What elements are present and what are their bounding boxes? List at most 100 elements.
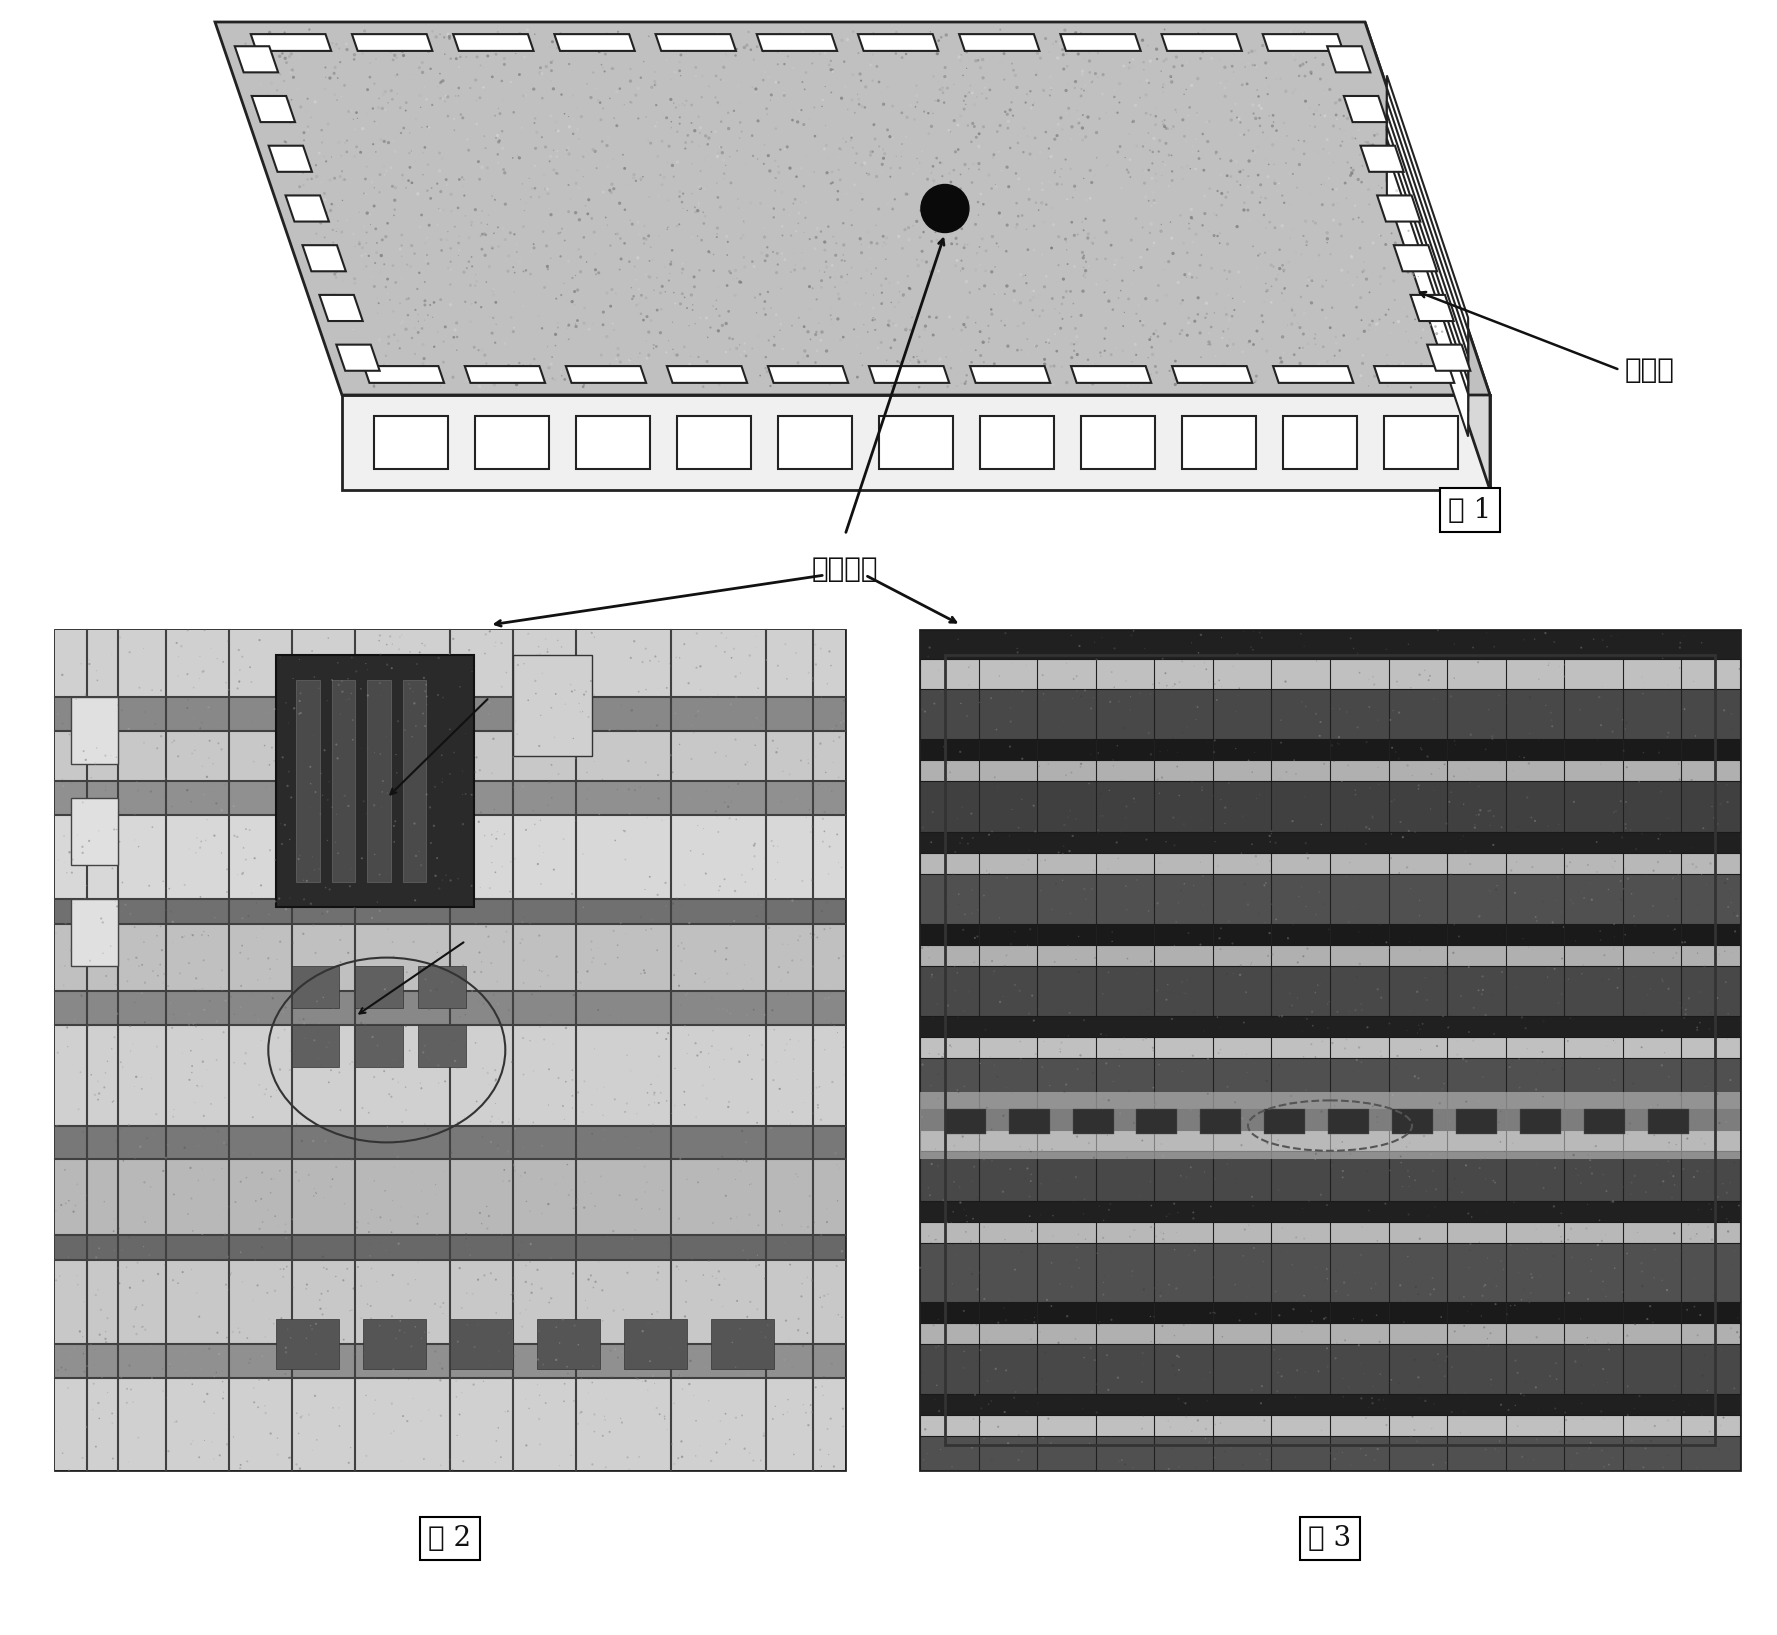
Point (1347, 1308, 1375, 1334)
Point (942, 198, 970, 224)
Point (585, 997, 613, 1024)
Point (1157, 64, 1185, 90)
Point (357, 170, 386, 196)
Point (1393, 1244, 1422, 1270)
Point (1269, 110, 1297, 136)
Point (1036, 168, 1064, 195)
Point (1605, 1104, 1633, 1130)
Point (817, 252, 846, 278)
Point (1255, 278, 1283, 304)
Point (1303, 647, 1331, 674)
Point (444, 75, 473, 101)
Point (316, 213, 345, 239)
Point (1432, 960, 1461, 986)
Point (876, 164, 904, 190)
Point (1466, 1146, 1494, 1172)
Point (226, 940, 254, 966)
Point (730, 1436, 759, 1462)
Polygon shape (565, 366, 647, 383)
Point (506, 1300, 535, 1326)
Point (76, 1061, 105, 1087)
Point (64, 1272, 92, 1298)
Point (1041, 871, 1070, 898)
Point (1061, 20, 1089, 46)
Point (361, 842, 389, 868)
Point (300, 88, 329, 114)
Point (1127, 244, 1155, 270)
Point (1384, 352, 1413, 378)
Point (547, 634, 576, 661)
Point (622, 1187, 650, 1213)
Point (1287, 314, 1315, 340)
Point (1180, 361, 1208, 387)
Point (1335, 38, 1363, 64)
Point (599, 1218, 627, 1244)
Point (1617, 863, 1646, 889)
Point (311, 54, 339, 80)
Point (1299, 355, 1327, 381)
Point (537, 49, 565, 75)
Point (421, 1339, 450, 1365)
Point (1608, 706, 1637, 732)
Point (1663, 934, 1692, 960)
Point (1450, 1313, 1478, 1339)
Point (1612, 716, 1640, 742)
Point (521, 667, 549, 693)
Point (778, 56, 807, 82)
Point (1246, 93, 1274, 119)
Point (1692, 1074, 1720, 1100)
Point (801, 651, 830, 677)
Point (869, 232, 897, 258)
Polygon shape (677, 417, 752, 469)
Point (210, 649, 238, 675)
Point (595, 352, 624, 378)
Point (1352, 267, 1381, 293)
Point (450, 1104, 478, 1130)
Point (1397, 258, 1425, 284)
Point (793, 1319, 821, 1346)
Point (1075, 253, 1104, 280)
Point (1377, 821, 1406, 847)
Point (1201, 141, 1230, 167)
Point (734, 749, 762, 775)
Point (407, 363, 435, 389)
Point (174, 1202, 203, 1228)
Point (1693, 1213, 1722, 1239)
Point (405, 54, 434, 80)
Point (442, 337, 471, 363)
Point (69, 1341, 98, 1367)
Point (1464, 978, 1493, 1004)
Point (1148, 764, 1176, 790)
Point (940, 191, 968, 217)
Point (350, 1341, 379, 1367)
Point (844, 87, 873, 113)
Point (1041, 126, 1070, 152)
Point (1411, 657, 1439, 683)
Point (748, 1148, 777, 1174)
Point (355, 1231, 384, 1257)
Point (837, 255, 865, 281)
Point (373, 267, 402, 293)
Point (1107, 245, 1136, 271)
Point (448, 811, 476, 837)
Point (1443, 1027, 1471, 1053)
Point (293, 167, 322, 193)
Point (195, 728, 224, 754)
Point (1610, 857, 1638, 883)
Point (1128, 360, 1157, 386)
Point (325, 958, 354, 984)
Point (339, 106, 368, 132)
Point (1057, 126, 1086, 152)
Point (665, 1362, 693, 1388)
Point (673, 1166, 702, 1192)
Point (1523, 1216, 1551, 1243)
Point (1429, 319, 1457, 345)
Point (638, 74, 666, 100)
Point (903, 247, 931, 273)
Point (332, 1256, 361, 1282)
Point (761, 332, 789, 358)
Bar (55, 1159, 846, 1234)
Point (1166, 1162, 1194, 1189)
Point (1162, 909, 1191, 935)
Point (1358, 697, 1386, 723)
